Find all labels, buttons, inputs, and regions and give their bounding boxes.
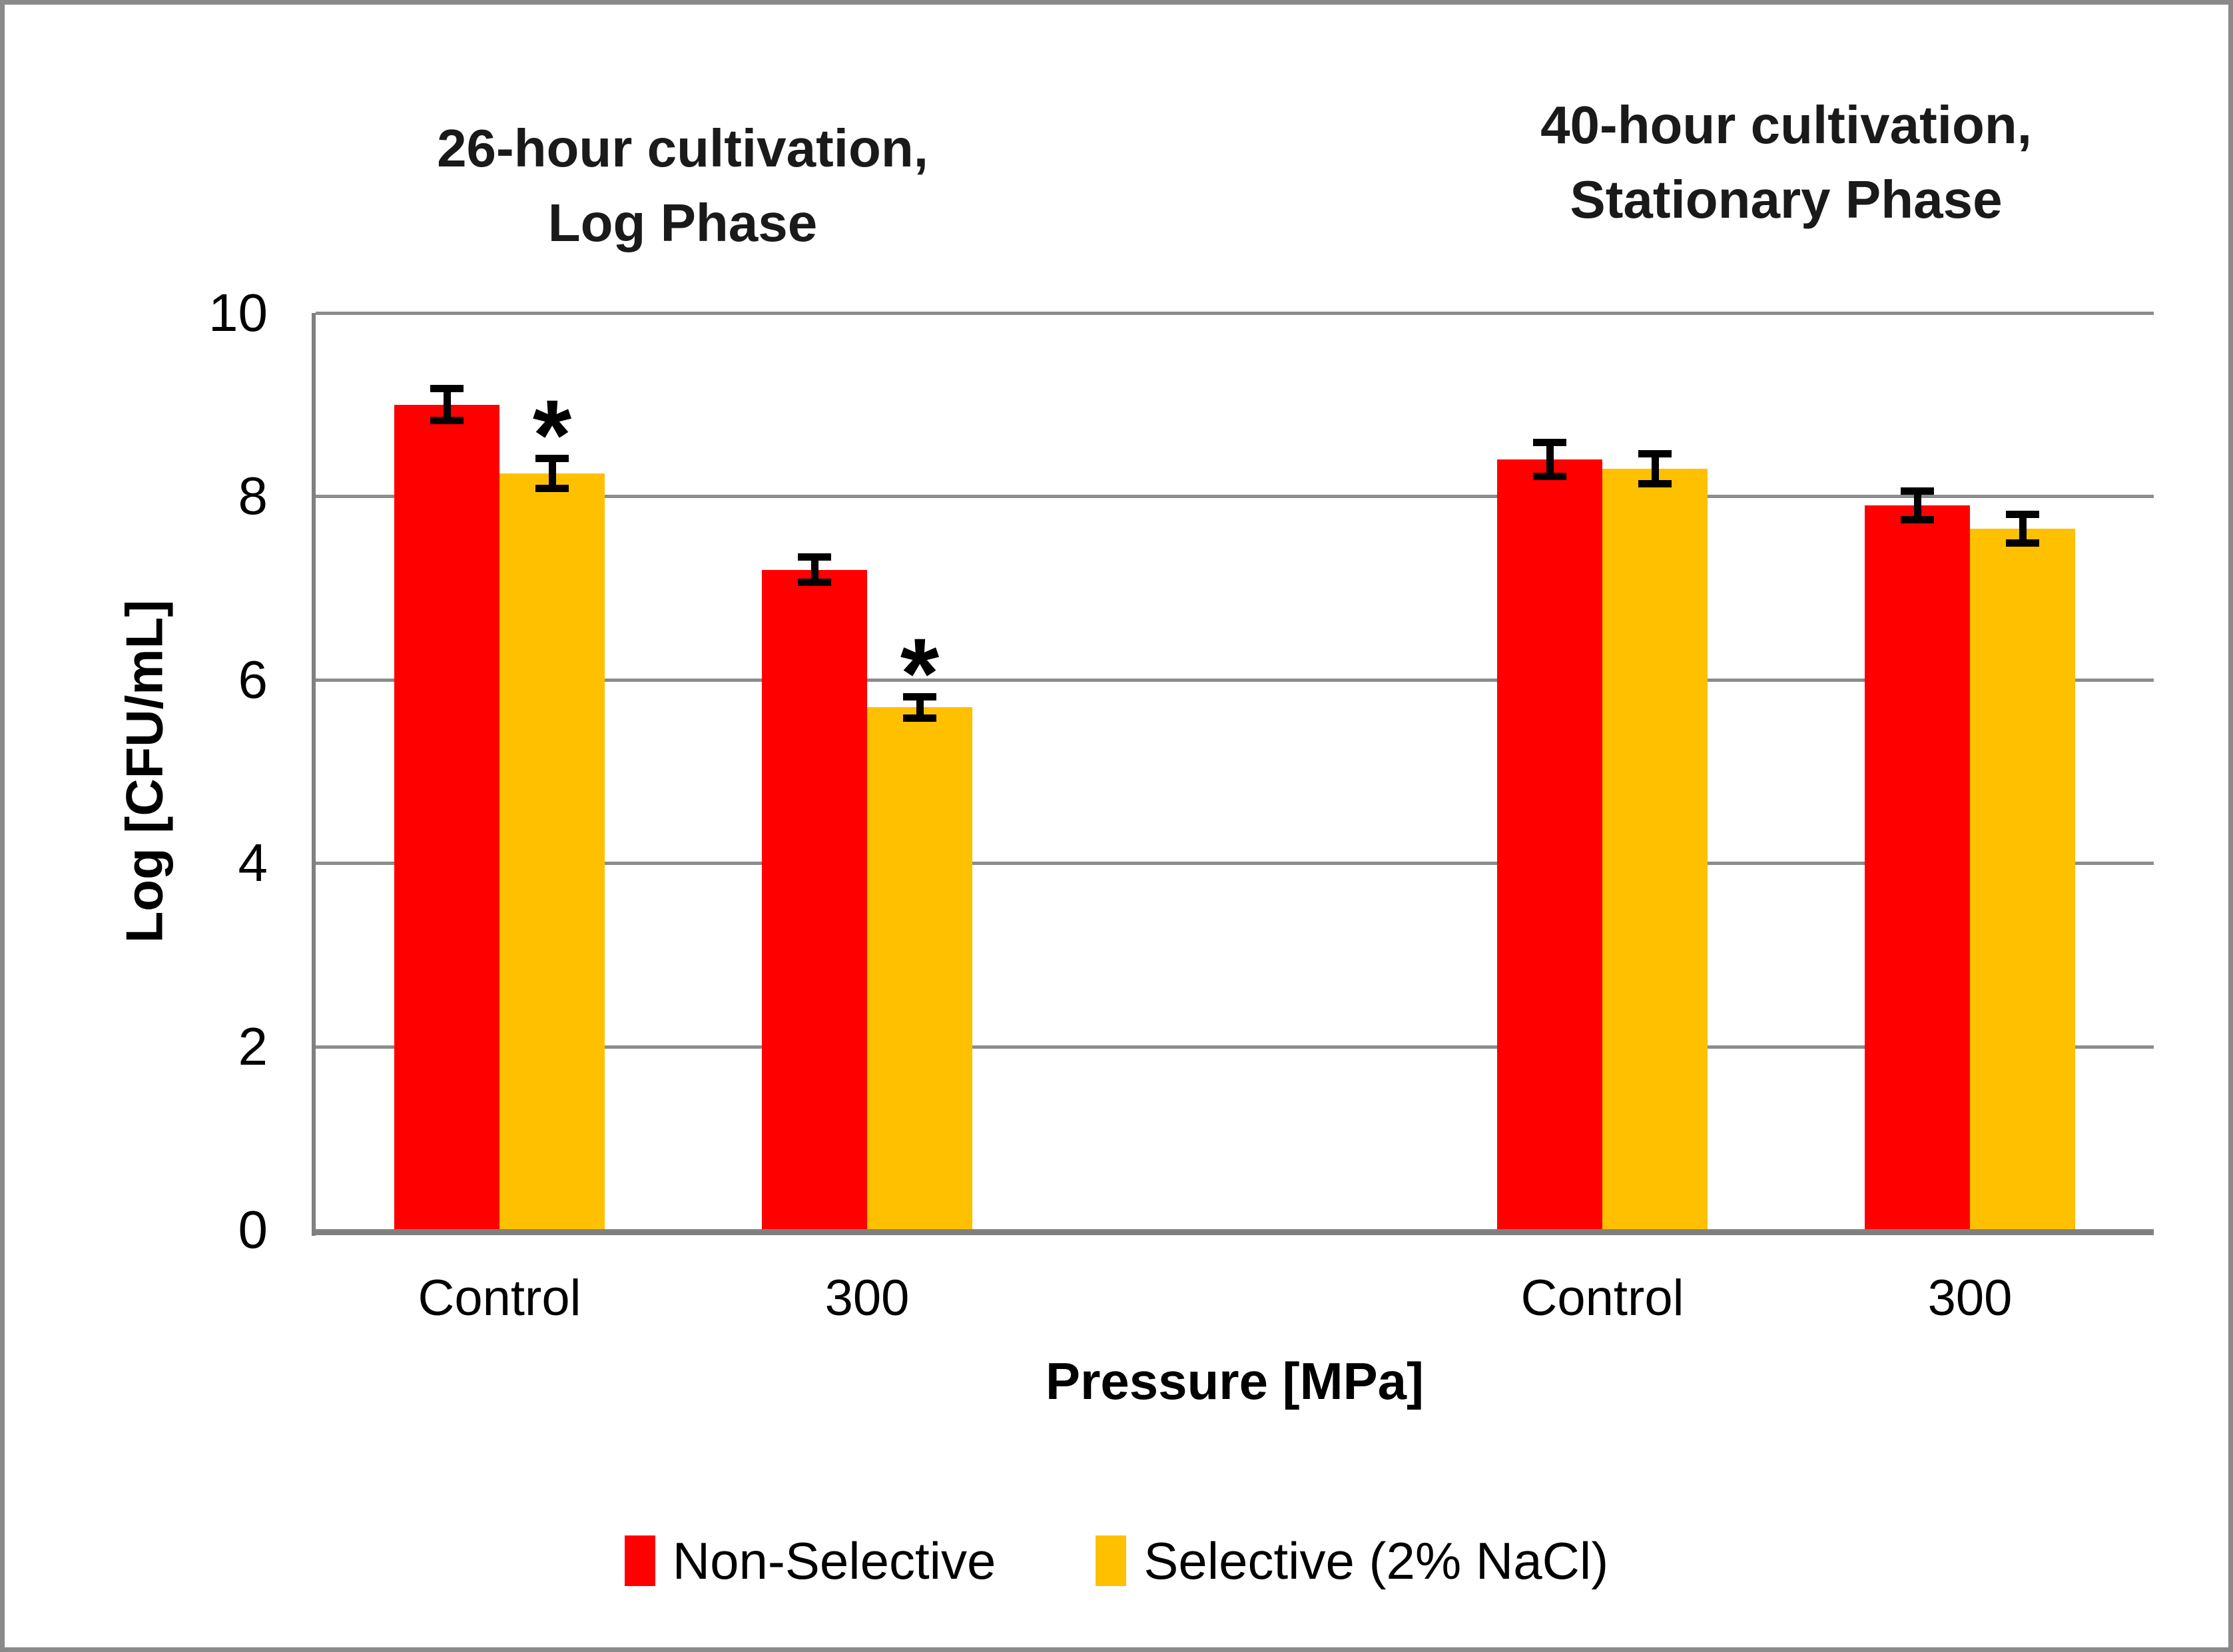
error-bar: [810, 557, 818, 583]
panel-title-line: Stationary Phase: [1570, 170, 2003, 229]
error-bar-cap-top: [1901, 487, 1934, 495]
error-bar: [2019, 513, 2027, 543]
y-tick-label: 10: [208, 283, 268, 342]
error-bar-cap-bottom: [903, 714, 936, 722]
error-bar: [1651, 453, 1659, 485]
bar-selective-2-nacl--control: [499, 473, 605, 1229]
bar-non-selective-300: [762, 569, 867, 1229]
legend: Non-Selective Selective (2% NaCl): [5, 1531, 2228, 1591]
bar-non-selective-control: [394, 404, 499, 1229]
bar-non-selective-control: [1497, 459, 1602, 1229]
bar-selective-2-nacl--control: [1602, 469, 1708, 1229]
error-bar-cap-bottom: [430, 417, 464, 425]
error-bar-cap-top: [430, 384, 464, 392]
error-bar-cap-top: [1638, 449, 1672, 457]
bar-non-selective-300: [1865, 505, 1970, 1229]
x-axis-line: [312, 1229, 2154, 1235]
x-tick-label: 300: [1927, 1270, 2013, 1326]
panel-title-line: 40-hour cultivation,: [1540, 95, 2032, 154]
x-tick-label: Control: [418, 1270, 581, 1326]
x-tick-label: 300: [824, 1270, 910, 1326]
error-bar: [443, 388, 451, 421]
panel-title-stationary-phase: 40-hour cultivation, Stationary Phase: [1320, 88, 2228, 237]
y-tick-label: 4: [238, 833, 268, 893]
legend-label: Selective (2% NaCl): [1143, 1531, 1609, 1590]
y-tick-label: 8: [238, 466, 268, 526]
panel-title-line: 26-hour cultivation,: [437, 119, 928, 178]
bar-selective-2-nacl--300: [1970, 528, 2075, 1229]
gridline: [316, 495, 2154, 499]
significance-asterisk: *: [532, 378, 572, 491]
error-bar-cap-bottom: [535, 485, 569, 493]
y-tick-label: 0: [238, 1200, 268, 1259]
error-bar-cap-bottom: [1901, 516, 1934, 524]
y-axis-title: Log [CFU/mL]: [115, 599, 174, 944]
error-bar-cap-top: [798, 553, 831, 561]
y-axis-line: [312, 313, 316, 1236]
error-bar-cap-bottom: [2006, 539, 2039, 547]
bar-selective-2-nacl--300: [867, 707, 972, 1229]
x-axis-title: Pressure [MPa]: [1046, 1352, 1424, 1410]
x-tick-label: Control: [1520, 1270, 1684, 1326]
gridline: [316, 862, 2154, 866]
legend-item-selective: Selective (2% NaCl): [1096, 1531, 1608, 1591]
panel-title-line: Log Phase: [547, 193, 818, 252]
legend-label: Non-Selective: [672, 1531, 996, 1590]
y-tick-label: 2: [238, 1016, 268, 1076]
significance-asterisk: *: [900, 617, 940, 729]
gridline: [316, 1045, 2154, 1049]
error-bar-cap-top: [1533, 439, 1566, 447]
error-bar-cap-top: [2006, 510, 2039, 518]
error-bar: [1913, 491, 1921, 521]
y-tick-label: 6: [238, 649, 268, 709]
legend-swatch-selective: [1096, 1535, 1127, 1586]
error-bar-cap-top: [903, 692, 936, 700]
panel-title-log-phase: 26-hour cultivation, Log Phase: [216, 111, 1149, 260]
legend-item-non-selective: Non-Selective: [624, 1531, 996, 1591]
error-bar: [916, 696, 924, 718]
error-bar: [1546, 442, 1554, 477]
gridline: [316, 312, 2154, 315]
error-bar-cap-bottom: [1638, 480, 1672, 488]
error-bar-cap-top: [535, 454, 569, 462]
error-bar-cap-bottom: [1533, 473, 1566, 481]
error-bar: [548, 457, 556, 489]
legend-swatch-non-selective: [624, 1535, 655, 1586]
gridline: [316, 678, 2154, 682]
error-bar-cap-bottom: [798, 578, 831, 586]
